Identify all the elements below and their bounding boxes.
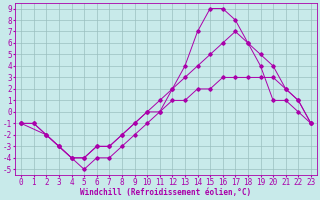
X-axis label: Windchill (Refroidissement éolien,°C): Windchill (Refroidissement éolien,°C) [80, 188, 252, 197]
